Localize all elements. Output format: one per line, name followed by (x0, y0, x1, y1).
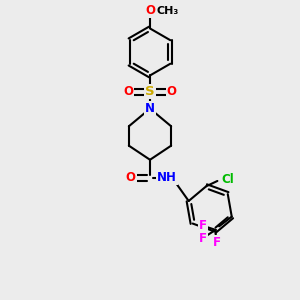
Text: NH: NH (157, 172, 177, 184)
Text: O: O (145, 4, 155, 17)
Text: F: F (199, 232, 207, 244)
Text: O: O (126, 172, 136, 184)
Text: S: S (145, 85, 155, 98)
Text: N: N (145, 102, 155, 115)
Text: CH₃: CH₃ (157, 6, 179, 16)
Text: Cl: Cl (221, 173, 234, 186)
Text: O: O (167, 85, 177, 98)
Text: F: F (199, 219, 207, 232)
Text: O: O (123, 85, 133, 98)
Text: F: F (213, 236, 221, 249)
